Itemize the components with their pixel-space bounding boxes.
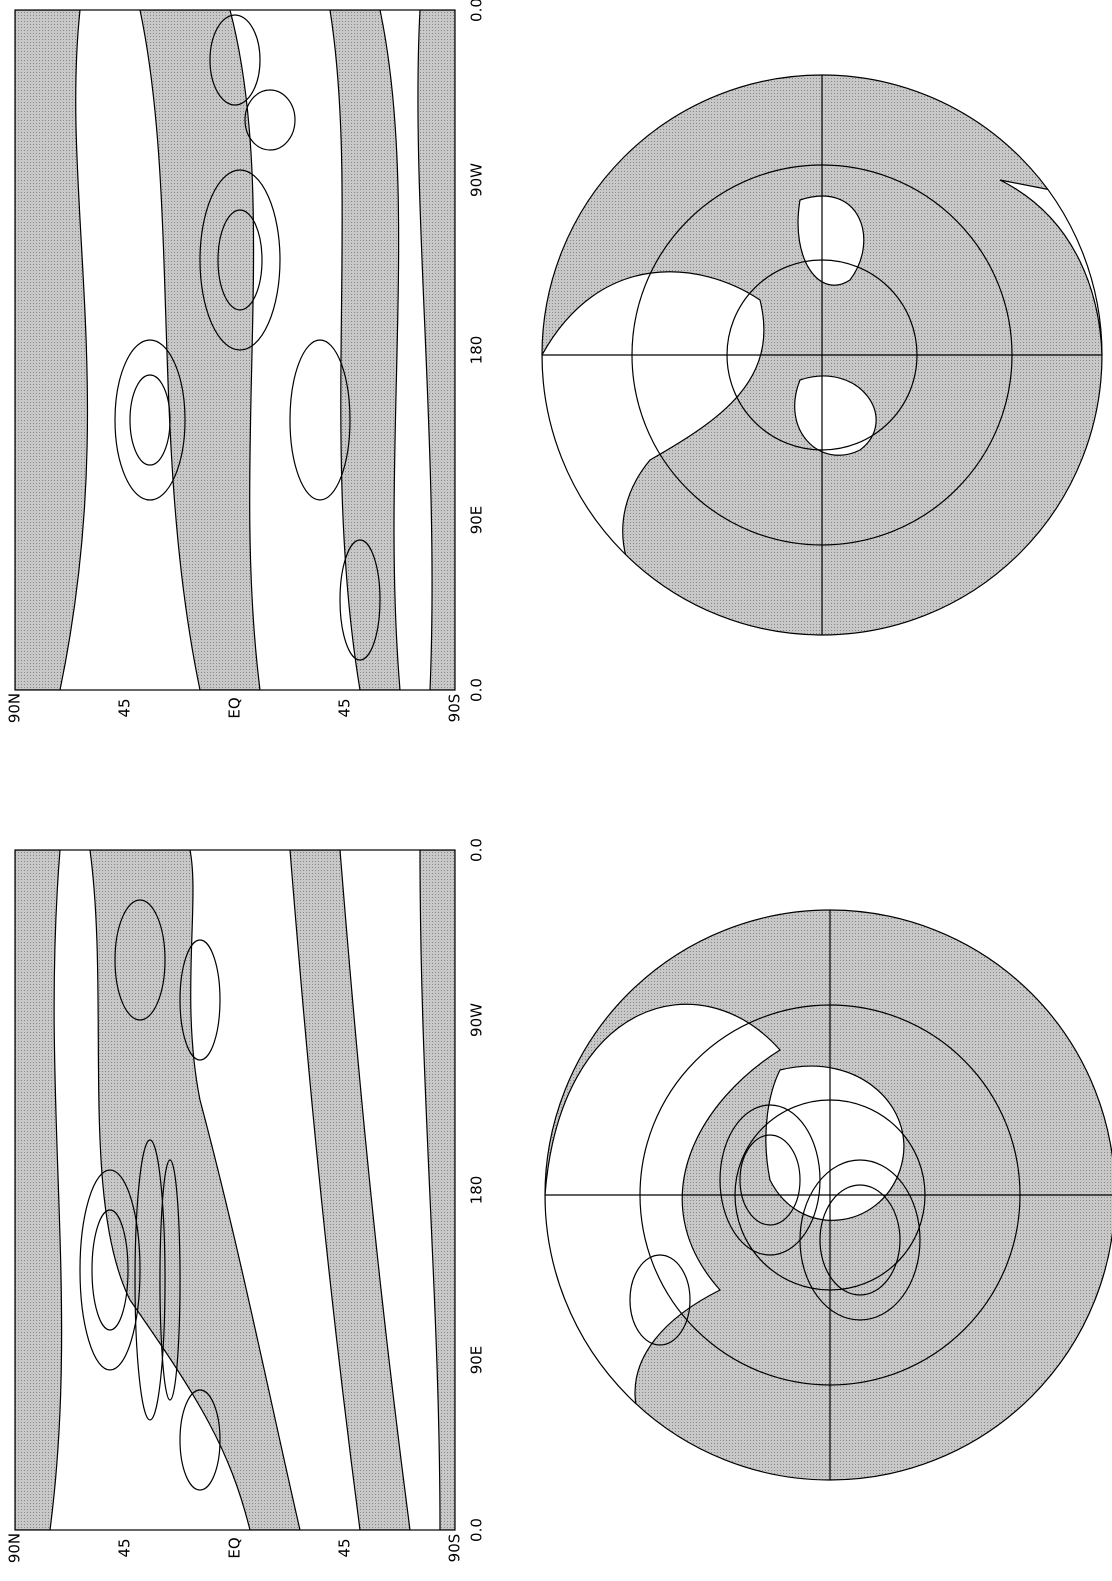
- longitude-label: 90W: [468, 1003, 486, 1037]
- longitude-label: 90E: [468, 506, 486, 535]
- latitude-label: 45: [116, 698, 134, 717]
- latitude-label: 90N: [6, 693, 24, 723]
- latitude-label: EQ: [226, 697, 244, 718]
- longitude-label: 180: [468, 336, 486, 365]
- longitude-label: 0.0: [468, 0, 486, 22]
- latitude-label: 90S: [446, 1534, 464, 1563]
- longitude-label: 0.0: [468, 838, 486, 862]
- figure: 90N45EQ4590S0.090E18090W0.090N45EQ4590S0…: [0, 0, 1112, 1581]
- latitude-label: 90S: [446, 694, 464, 723]
- longitude-label: 0.0: [468, 678, 486, 702]
- latitude-label: 90N: [6, 1533, 24, 1563]
- longitude-label: 180: [468, 1176, 486, 1205]
- longitude-label: 0.0: [468, 1518, 486, 1542]
- latitude-label: 45: [116, 1538, 134, 1557]
- longitude-label: 90E: [468, 1346, 486, 1375]
- latitude-label: 45: [336, 1538, 354, 1557]
- latitude-label: EQ: [226, 1537, 244, 1558]
- map-bottom: [15, 850, 455, 1530]
- longitude-label: 90W: [468, 163, 486, 197]
- map-top: [15, 10, 455, 690]
- latitude-label: 45: [336, 698, 354, 717]
